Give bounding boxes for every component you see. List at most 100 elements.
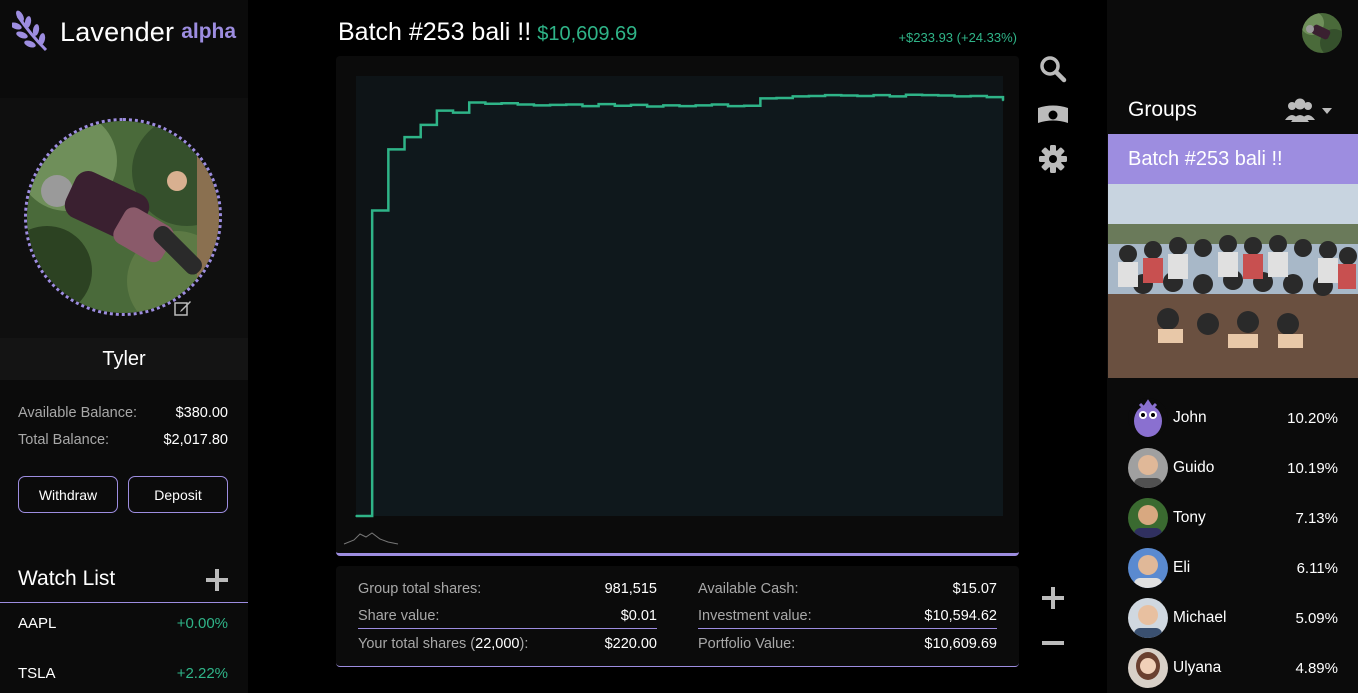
chart-point: [484, 102, 487, 105]
chart-point: [646, 105, 648, 108]
member-avatar: [1128, 398, 1168, 438]
watchlist-header: Watch List: [0, 560, 248, 603]
stat-label: Available Cash:: [698, 581, 799, 597]
minus-icon[interactable]: [1038, 628, 1068, 658]
watchlist-symbol: TSLA: [18, 665, 56, 682]
member-item[interactable]: Ulyana 4.89%: [1128, 648, 1338, 688]
add-watch-icon[interactable]: [205, 568, 229, 592]
chart-point: [614, 104, 616, 107]
chart-point: [969, 95, 972, 97]
member-item[interactable]: Eli 6.11%: [1128, 548, 1338, 588]
stat-value: $10,609.69: [924, 636, 997, 652]
chart-point: [694, 104, 697, 107]
withdraw-button[interactable]: Withdraw: [18, 476, 118, 513]
chart-point: [533, 104, 535, 107]
stat-investment-value: Investment value: $10,594.62: [698, 604, 997, 628]
stat-share-value: Share value: $0.01: [358, 604, 657, 628]
member-percent: 6.11%: [1296, 559, 1338, 577]
chart-point: [791, 95, 794, 98]
member-percent: 10.20%: [1287, 409, 1338, 427]
watchlist-change: +0.00%: [176, 615, 228, 632]
portfolio-change: +$233.93 (+24.33%): [898, 30, 1017, 45]
chart-container[interactable]: [336, 56, 1019, 556]
member-item[interactable]: Guido 10.19%: [1128, 448, 1338, 488]
chart-point: [452, 111, 454, 114]
chart-point: [711, 103, 713, 106]
member-name: Ulyana: [1173, 659, 1222, 676]
chart-point: [565, 103, 568, 106]
chart-point: [419, 124, 422, 126]
search-icon[interactable]: [1038, 54, 1068, 84]
chart-point: [549, 104, 551, 106]
member-avatar: [1128, 598, 1168, 638]
member-avatar: [1128, 498, 1168, 538]
brand[interactable]: Lavender alpha: [12, 10, 236, 54]
stat-value: $0.01: [620, 608, 657, 624]
stat-group-total-shares: Group total shares: 981,515: [358, 577, 657, 601]
stat-your-shares: Your total shares (22,000): $220.00: [358, 632, 657, 656]
chart-point: [581, 105, 584, 107]
chart-point: [872, 94, 875, 96]
chart-point: [759, 97, 762, 100]
member-name: Tony: [1173, 509, 1206, 526]
stat-available-cash: Available Cash: $15.07: [698, 577, 997, 601]
available-balance-value: $380.00: [175, 405, 228, 421]
chart-point: [1002, 99, 1004, 102]
chart-point: [824, 94, 826, 96]
chart-point: [597, 103, 600, 105]
member-percent: 5.09%: [1295, 609, 1338, 627]
chart-point: [808, 95, 810, 97]
groups-title: Groups: [1128, 98, 1197, 121]
stats-panel: Group total shares: 981,515 Share value:…: [336, 566, 1019, 667]
chart-point: [888, 95, 891, 98]
chart-point: [775, 97, 778, 99]
member-avatar: [1128, 548, 1168, 588]
chart-point: [630, 104, 632, 106]
stat-value: $10,594.62: [924, 608, 997, 624]
stat-value: 981,515: [604, 581, 657, 597]
chart-point: [403, 136, 406, 138]
lavender-sprig-icon: [12, 10, 48, 52]
member-item[interactable]: John 10.20%: [1128, 398, 1338, 438]
stat-value: $15.07: [952, 581, 997, 597]
stat-label: Portfolio Value:: [698, 636, 796, 652]
member-item[interactable]: Tony 7.13%: [1128, 498, 1338, 538]
chart-point: [436, 109, 438, 112]
watchlist-item[interactable]: AAPL +0.00%: [18, 615, 228, 632]
chart-navigator[interactable]: [343, 532, 399, 545]
edit-icon[interactable]: [174, 299, 192, 317]
member-avatar: [1128, 648, 1168, 688]
total-balance-value: $2,017.80: [163, 432, 228, 448]
gear-icon[interactable]: [1038, 144, 1068, 174]
username: Tyler: [0, 338, 248, 380]
member-item[interactable]: Michael 5.09%: [1128, 598, 1338, 638]
chart-point: [727, 105, 729, 107]
chart-point: [905, 93, 907, 96]
groups-icon[interactable]: [1284, 98, 1334, 124]
member-avatar: [1128, 448, 1168, 488]
money-icon[interactable]: [1038, 99, 1068, 129]
page-title: Batch #253 bali !!: [338, 18, 532, 46]
plus-icon[interactable]: [1038, 583, 1068, 613]
avatar[interactable]: [24, 118, 222, 316]
brand-tag: alpha: [181, 20, 237, 43]
watchlist-item[interactable]: TSLA +2.22%: [18, 665, 228, 682]
chart-point: [355, 515, 357, 517]
brand-name: Lavender: [60, 16, 175, 47]
total-balance-label: Total Balance:: [18, 432, 110, 448]
stat-label: Share value:: [358, 608, 440, 624]
portfolio-chart[interactable]: [336, 56, 1019, 553]
group-item-active[interactable]: Batch #253 bali !!: [1108, 134, 1358, 184]
profile-card: [0, 98, 248, 338]
watchlist-title: Watch List: [18, 567, 116, 590]
portfolio-value: $10,609.69: [537, 23, 638, 45]
member-name: Guido: [1173, 459, 1215, 476]
chart-point: [937, 94, 940, 97]
member-percent: 10.19%: [1287, 459, 1338, 477]
stat-label: Group total shares:: [358, 581, 482, 597]
avatar[interactable]: [1302, 13, 1342, 53]
stat-label: Investment value:: [698, 608, 812, 624]
deposit-button[interactable]: Deposit: [128, 476, 228, 513]
chart-point: [840, 94, 843, 97]
stat-label: Your total shares (22,000):: [358, 636, 529, 652]
